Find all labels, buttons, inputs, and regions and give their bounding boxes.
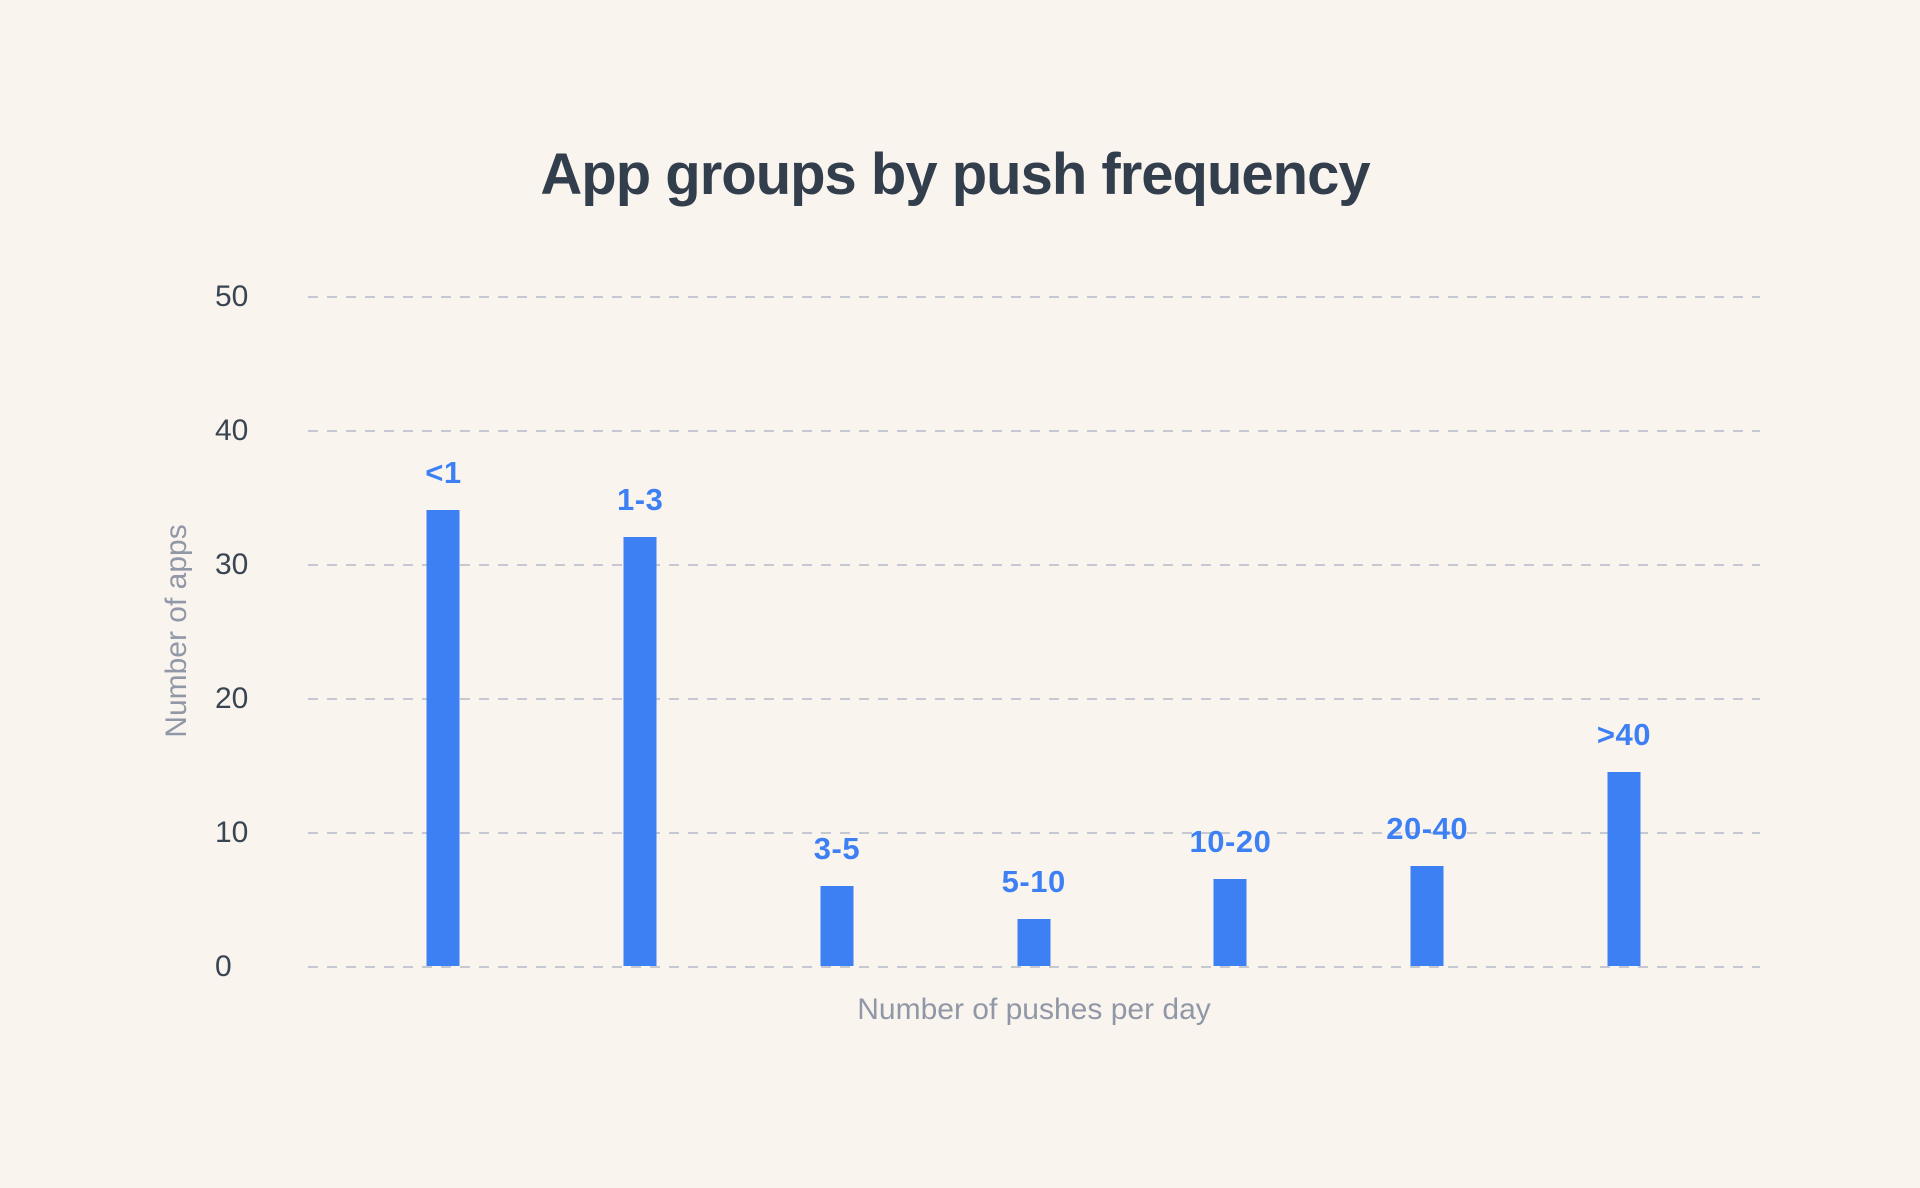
chart-title: App groups by push frequency [540,142,1370,207]
gridline [308,430,1760,432]
x-axis-title: Number of pushes per day [857,993,1211,1026]
y-tick-label: 40 [215,414,249,447]
gridline [308,966,1760,968]
y-tick-label: 10 [215,816,249,849]
gridline [308,564,1760,566]
bar: 5-10 [1002,866,1065,966]
y-tick-label: 20 [215,682,249,715]
plot-area: 0 10 20 30 40 50 <1 1-3 3-5 5-10 10-20 20-40 >40 [215,282,1760,982]
bar-label: >40 [1596,716,1651,752]
bar: 10-20 [1190,826,1271,966]
gridline [308,296,1760,298]
y-tick-label: 30 [215,548,249,581]
bar-label: 1-3 [617,482,664,518]
gridline [308,832,1760,834]
bar: 20-40 [1386,813,1468,966]
y-tick-label: 0 [215,950,232,983]
y-tick-label: 50 [215,280,249,313]
bar-label: 10-20 [1189,823,1272,859]
bar: >40 [1597,719,1650,966]
bar: <1 [425,457,461,966]
bar: 3-5 [814,833,860,966]
gridline [308,698,1760,700]
bar-label: 5-10 [1001,864,1066,900]
bar-label: 3-5 [813,830,861,866]
bar-label: 20-40 [1386,810,1469,846]
bar-label: <1 [425,455,462,491]
bar: 1-3 [617,484,663,966]
y-axis-title: Number of apps [160,524,193,738]
